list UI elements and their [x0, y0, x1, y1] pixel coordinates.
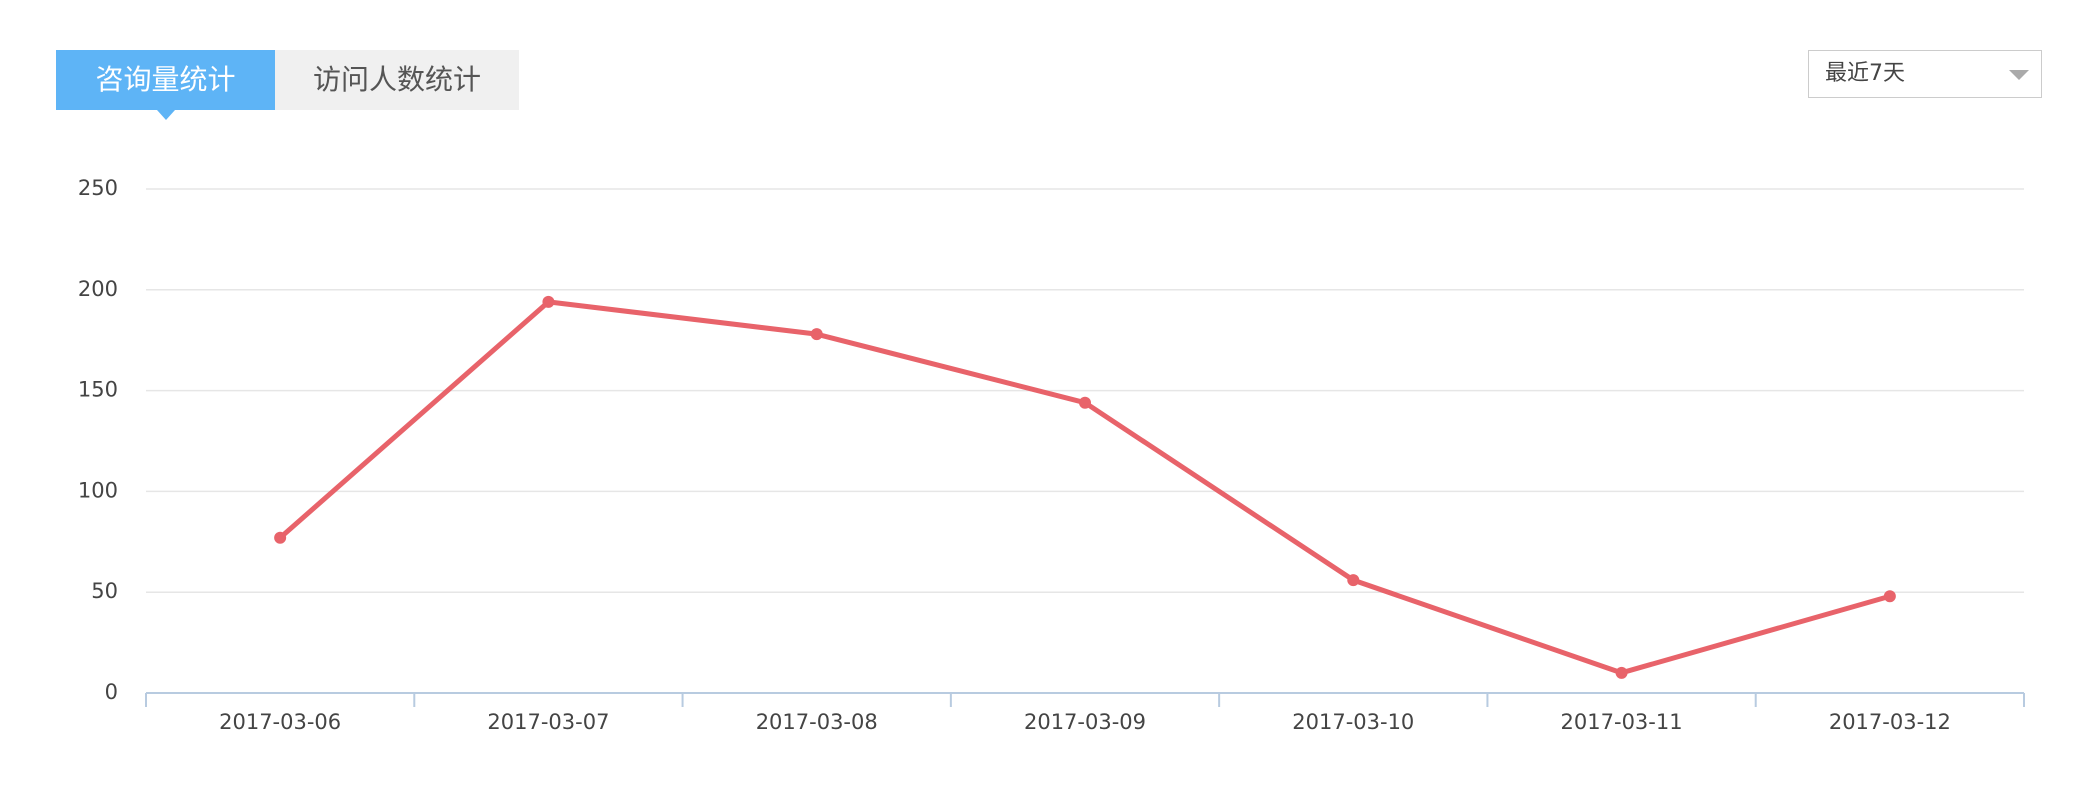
x-tick-label: 2017-03-09	[1024, 710, 1146, 734]
y-tick-label: 50	[91, 579, 118, 603]
tab[interactable]: 咨询量统计	[56, 50, 275, 120]
x-tick-label: 2017-03-08	[756, 710, 878, 734]
x-tick-label: 2017-03-07	[487, 710, 609, 734]
data-point	[1347, 574, 1360, 587]
data-point	[1079, 396, 1091, 409]
y-tick-label: 150	[78, 378, 118, 402]
x-tick-label: 2017-03-12	[1829, 710, 1951, 734]
data-point	[1615, 666, 1628, 679]
range-dropdown[interactable]: 最近7天	[1808, 50, 2042, 98]
data-point	[274, 531, 287, 544]
y-tick-label: 250	[78, 176, 118, 200]
data-line	[278, 299, 1891, 676]
x-tick-label: 2017-03-06	[219, 710, 341, 734]
x-tick-label: 2017-03-11	[1561, 710, 1683, 734]
tab[interactable]: 访问人数统计	[275, 50, 519, 110]
x-tick-label: 2017-03-10	[1292, 710, 1414, 734]
data-point	[810, 328, 823, 341]
data-point	[542, 295, 555, 308]
data-point	[1883, 590, 1896, 603]
y-tick-label: 200	[78, 277, 118, 301]
y-tick-label: 100	[78, 478, 118, 502]
y-tick-label: 0	[105, 680, 118, 704]
